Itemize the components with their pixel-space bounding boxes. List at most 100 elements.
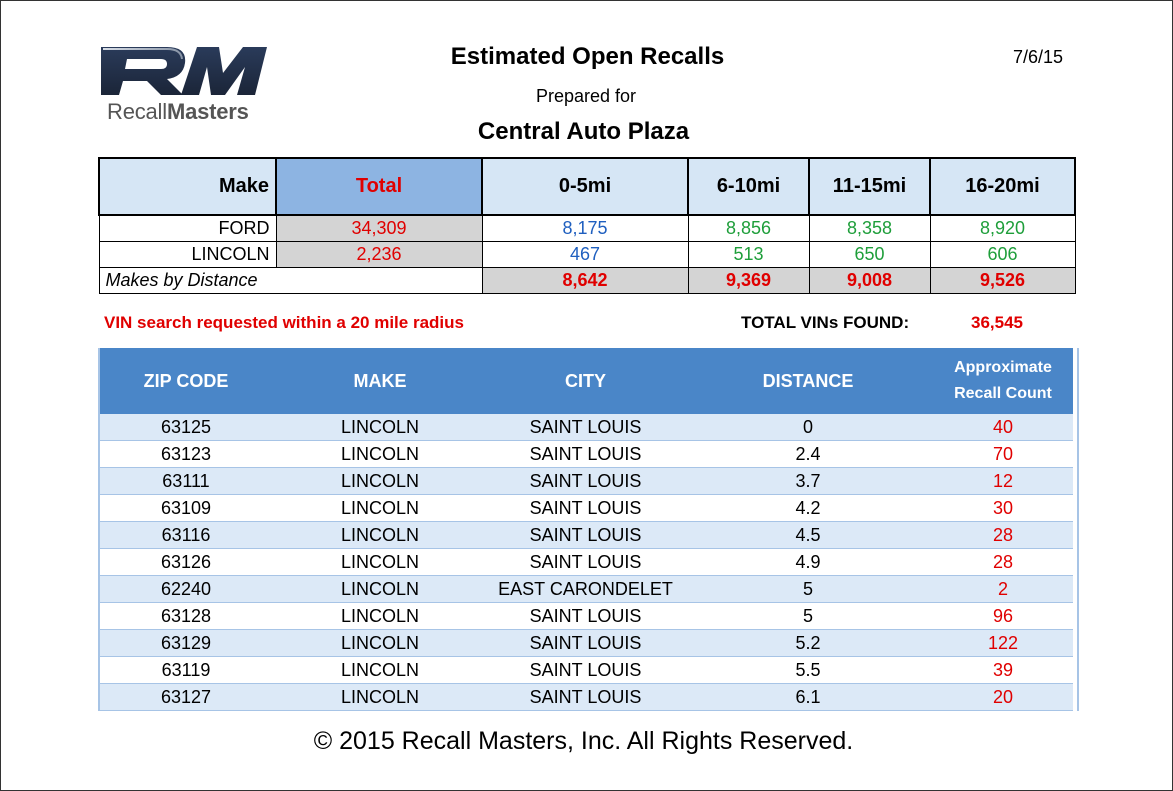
distance-cell: 5.5 [683, 656, 933, 684]
report-date: 7/6/15 [1013, 47, 1064, 67]
summary-table: Make Total 0-5mi 6-10mi 11-15mi 16-20mi … [98, 157, 1076, 294]
table-row: 63109 LINCOLN SAINT LOUIS 4.2 30 [100, 494, 1073, 522]
make-cell: LINCOLN [272, 602, 488, 630]
city-cell: SAINT LOUIS [488, 548, 683, 576]
zip-cell: 63119 [100, 656, 272, 684]
vin-search-note: VIN search requested within a 20 mile ra… [104, 313, 464, 332]
d6-10-cell: 513 [687, 241, 810, 268]
zip-cell: 63125 [100, 414, 272, 441]
total-cell: 34,309 [275, 214, 483, 242]
table-row: 63123 LINCOLN SAINT LOUIS 2.4 70 [100, 440, 1073, 468]
table-row: 63116 LINCOLN SAINT LOUIS 4.5 28 [100, 521, 1073, 549]
col-total: Total [275, 157, 483, 216]
summary-row-lincoln: LINCOLN 2,236 467 513 650 606 [98, 241, 1076, 268]
make-cell: LINCOLN [272, 521, 488, 549]
by-distance-label: Makes by Distance [98, 267, 483, 294]
make-cell: LINCOLN [272, 575, 488, 603]
table-row: 62240 LINCOLN EAST CARONDELET 5 2 [100, 575, 1073, 603]
d16-20-cell: 8,920 [929, 214, 1076, 242]
count-cell: 28 [933, 548, 1073, 576]
logo-wordmark: RecallMasters [107, 99, 249, 124]
zip-cell: 63111 [100, 467, 272, 495]
count-cell: 96 [933, 602, 1073, 630]
zip-cell: 63116 [100, 521, 272, 549]
recall-masters-logo [101, 47, 267, 95]
city-cell: SAINT LOUIS [488, 602, 683, 630]
total-vins-value: 36,545 [971, 313, 1023, 332]
col-0-5mi: 0-5mi [481, 157, 689, 216]
d6-10-cell: 8,856 [687, 214, 810, 242]
col-distance: DISTANCE [683, 348, 933, 414]
col-city: CITY [488, 348, 683, 414]
make-cell: LINCOLN [272, 440, 488, 468]
zip-cell: 63126 [100, 548, 272, 576]
city-cell: SAINT LOUIS [488, 414, 683, 441]
zip-cell: 63109 [100, 494, 272, 522]
distance-cell: 5.2 [683, 629, 933, 657]
col-make: Make [98, 157, 277, 216]
total-vins-label: TOTAL VINs FOUND: [741, 313, 910, 332]
col-11-15mi: 11-15mi [808, 157, 931, 216]
distance-cell: 5 [683, 575, 933, 603]
make-cell: LINCOLN [272, 494, 488, 522]
count-cell: 2 [933, 575, 1073, 603]
detail-header-row: ZIP CODE MAKE CITY DISTANCE Approximate … [100, 348, 1073, 414]
detail-table: ZIP CODE MAKE CITY DISTANCE Approximate … [100, 348, 1073, 711]
count-cell: 12 [933, 467, 1073, 495]
count-cell: 28 [933, 521, 1073, 549]
distance-cell: 3.7 [683, 467, 933, 495]
distance-cell: 4.5 [683, 521, 933, 549]
zip-cell: 63123 [100, 440, 272, 468]
detail-table-viewport: ZIP CODE MAKE CITY DISTANCE Approximate … [98, 348, 1079, 711]
distance-cell: 4.9 [683, 548, 933, 576]
total-cell: 2,236 [275, 241, 483, 268]
prepared-for-label: Prepared for [535, 86, 637, 106]
d6-10-sum: 9,369 [687, 267, 810, 294]
d16-20-cell: 606 [929, 241, 1076, 268]
city-cell: SAINT LOUIS [488, 494, 683, 522]
distance-cell: 0 [683, 414, 933, 441]
distance-cell: 6.1 [683, 683, 933, 711]
table-row: 63129 LINCOLN SAINT LOUIS 5.2 122 [100, 629, 1073, 657]
zip-cell: 63127 [100, 683, 272, 711]
make-cell: LINCOLN [272, 656, 488, 684]
col-zip-code: ZIP CODE [100, 348, 272, 414]
zip-cell: 62240 [100, 575, 272, 603]
count-cell: 20 [933, 683, 1073, 711]
zip-cell: 63128 [100, 602, 272, 630]
report-title: Estimated Open Recalls [450, 43, 725, 70]
count-cell: 39 [933, 656, 1073, 684]
d0-5-cell: 8,175 [481, 214, 689, 242]
summary-row-by-distance: Makes by Distance 8,642 9,369 9,008 9,52… [98, 267, 1076, 294]
dealer-name: Central Auto Plaza [477, 118, 690, 145]
make-cell: LINCOLN [98, 241, 277, 268]
table-row: 63111 LINCOLN SAINT LOUIS 3.7 12 [100, 467, 1073, 495]
d16-20-sum: 9,526 [929, 267, 1076, 294]
city-cell: EAST CARONDELET [488, 575, 683, 603]
make-cell: LINCOLN [272, 548, 488, 576]
col-recall-count: Approximate Recall Count [933, 348, 1073, 414]
count-cell: 40 [933, 414, 1073, 441]
detail-body: 63125 LINCOLN SAINT LOUIS 0 40 63123 LINCOLN SA… [100, 414, 1073, 711]
d11-15-cell: 650 [808, 241, 931, 268]
table-row: 63126 LINCOLN SAINT LOUIS 4.9 28 [100, 548, 1073, 576]
make-cell: LINCOLN [272, 683, 488, 711]
zip-cell: 63129 [100, 629, 272, 657]
d11-15-cell: 8,358 [808, 214, 931, 242]
make-cell: LINCOLN [272, 467, 488, 495]
distance-cell: 2.4 [683, 440, 933, 468]
summary-row-ford: FORD 34,309 8,175 8,856 8,358 8,920 [98, 214, 1076, 242]
d11-15-sum: 9,008 [808, 267, 931, 294]
table-row: 63119 LINCOLN SAINT LOUIS 5.5 39 [100, 656, 1073, 684]
d0-5-cell: 467 [481, 241, 689, 268]
city-cell: SAINT LOUIS [488, 521, 683, 549]
copyright-footer: © 2015 Recall Masters, Inc. All Rights R… [313, 727, 854, 755]
d0-5-sum: 8,642 [481, 267, 689, 294]
col-16-20mi: 16-20mi [929, 157, 1076, 216]
city-cell: SAINT LOUIS [488, 467, 683, 495]
make-cell: LINCOLN [272, 414, 488, 441]
city-cell: SAINT LOUIS [488, 683, 683, 711]
distance-cell: 4.2 [683, 494, 933, 522]
count-cell: 30 [933, 494, 1073, 522]
